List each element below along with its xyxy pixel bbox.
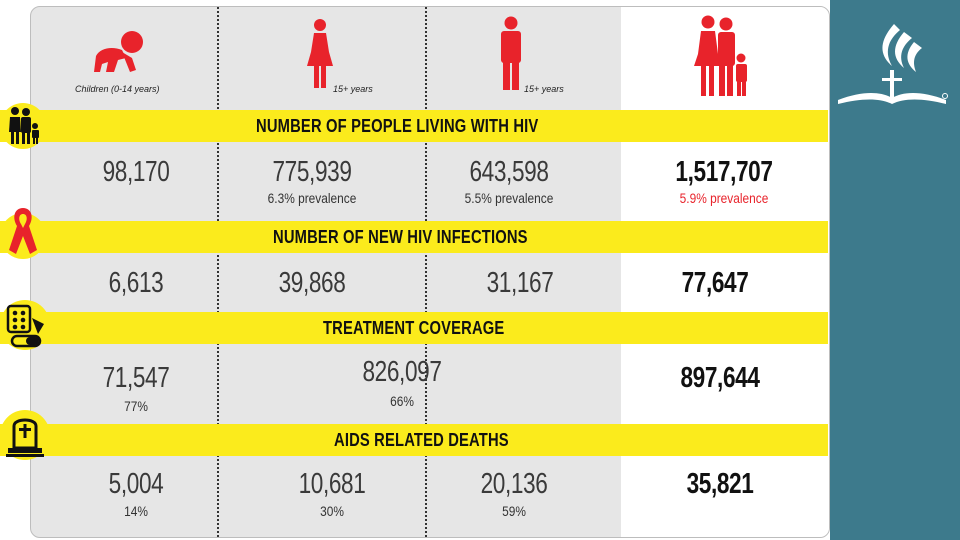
section-title: TREATMENT COVERAGE — [323, 318, 505, 338]
family-icon — [9, 107, 39, 144]
women-percent: 30% — [320, 503, 344, 519]
total-prevalence: 5.9% prevalence — [679, 190, 769, 206]
woman-icon — [307, 19, 333, 88]
children-value: 6,613 — [108, 267, 164, 299]
men-prevalence: 5.5% prevalence — [464, 190, 554, 206]
women-value: 39,868 — [278, 267, 346, 299]
section-band — [0, 424, 828, 456]
gravestone-icon — [6, 418, 44, 457]
section-band — [0, 312, 828, 344]
children-percent: 14% — [124, 503, 148, 519]
women-prevalence: 6.3% prevalence — [267, 190, 357, 206]
baby-icon — [94, 31, 143, 72]
men-value: 31,167 — [486, 267, 554, 299]
column-divider — [425, 7, 427, 537]
adults-value: 826,097 — [362, 356, 442, 388]
women-value: 10,681 — [298, 468, 366, 500]
children-value: 5,004 — [108, 468, 164, 500]
family-icon — [694, 15, 747, 96]
children-percent: 77% — [124, 398, 148, 414]
section-title: NUMBER OF NEW HIV INFECTIONS — [273, 227, 528, 247]
adults-percent: 66% — [390, 393, 414, 409]
church-logo-icon — [838, 24, 948, 104]
age-group-label: Children (0-14 years) — [75, 84, 160, 94]
children-value: 98,170 — [102, 156, 170, 188]
section-band — [0, 110, 828, 142]
men-value: 20,136 — [480, 468, 548, 500]
children-value: 71,547 — [102, 362, 170, 394]
side-panel — [830, 0, 960, 540]
men-value: 643,598 — [469, 156, 549, 188]
section-band — [0, 221, 828, 253]
age-group-label: 15+ years — [333, 84, 373, 94]
age-group-label: 15+ years — [524, 84, 564, 94]
total-value: 1,517,707 — [675, 156, 773, 188]
total-value: 77,647 — [681, 267, 749, 299]
man-icon — [501, 16, 521, 90]
total-value: 897,644 — [680, 362, 760, 394]
women-value: 775,939 — [272, 156, 352, 188]
pills-icon — [6, 304, 44, 348]
total-value: 35,821 — [686, 468, 754, 500]
ribbon-icon — [9, 208, 37, 254]
section-title: NUMBER OF PEOPLE LIVING WITH HIV — [256, 116, 539, 136]
column-divider — [217, 7, 219, 537]
men-percent: 59% — [502, 503, 526, 519]
section-title: AIDS RELATED DEATHS — [334, 430, 509, 450]
